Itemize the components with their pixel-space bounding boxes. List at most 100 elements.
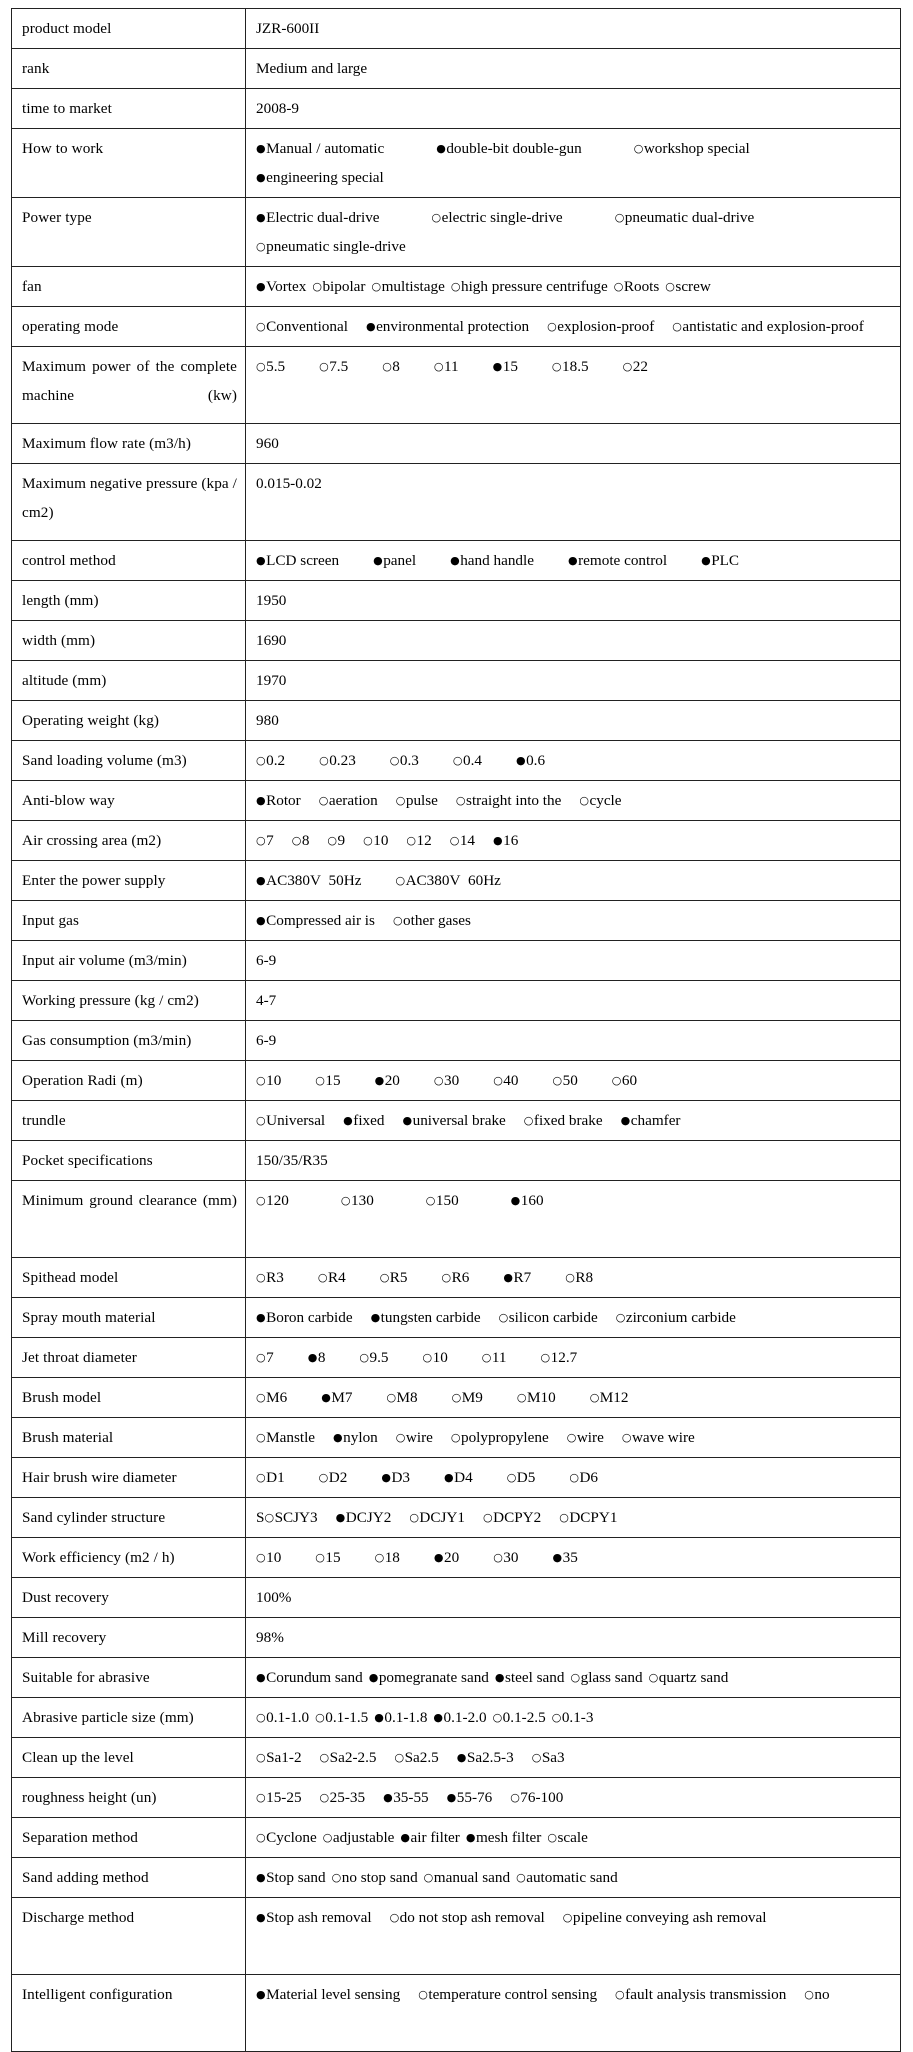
radio-hollow-icon[interactable] xyxy=(256,1711,266,1724)
option-unselected[interactable]: pneumatic dual-drive xyxy=(615,209,755,226)
option-unselected[interactable]: M8 xyxy=(386,1389,417,1406)
radio-filled-icon[interactable] xyxy=(256,1311,266,1324)
option-unselected[interactable]: explosion-proof xyxy=(547,318,654,335)
option-unselected[interactable]: aeration xyxy=(319,792,378,809)
option-selected[interactable]: Manual / automatic xyxy=(256,140,384,157)
option-unselected[interactable]: polypropylene xyxy=(451,1429,549,1446)
radio-hollow-icon[interactable] xyxy=(256,1074,266,1087)
radio-hollow-icon[interactable] xyxy=(315,1074,325,1087)
radio-hollow-icon[interactable] xyxy=(256,1194,266,1207)
option-selected[interactable]: double-bit double-gun xyxy=(436,140,582,157)
radio-hollow-icon[interactable] xyxy=(315,1711,325,1724)
radio-hollow-icon[interactable] xyxy=(450,834,460,847)
radio-hollow-icon[interactable] xyxy=(256,754,266,767)
option-unselected[interactable]: scale xyxy=(547,1829,587,1846)
option-unselected[interactable]: 9 xyxy=(327,832,345,849)
radio-filled-icon[interactable] xyxy=(371,1311,381,1324)
option-unselected[interactable]: zirconium carbide xyxy=(616,1309,736,1326)
option-unselected[interactable]: DCPY1 xyxy=(559,1509,617,1526)
option-unselected[interactable]: 0.4 xyxy=(453,752,482,769)
radio-filled-icon[interactable] xyxy=(256,1871,266,1884)
radio-filled-icon[interactable] xyxy=(256,171,266,184)
option-unselected[interactable]: other gases xyxy=(393,912,471,929)
option-selected[interactable]: pomegranate sand xyxy=(369,1669,489,1686)
radio-filled-icon[interactable] xyxy=(568,554,578,567)
option-selected[interactable]: Rotor xyxy=(256,792,301,809)
option-unselected[interactable]: 12 xyxy=(406,832,431,849)
radio-hollow-icon[interactable] xyxy=(319,754,329,767)
option-unselected[interactable]: 22 xyxy=(623,358,648,375)
radio-hollow-icon[interactable] xyxy=(634,142,644,155)
radio-hollow-icon[interactable] xyxy=(256,240,266,253)
option-unselected[interactable]: straight into the xyxy=(456,792,561,809)
radio-filled-icon[interactable] xyxy=(552,1551,562,1564)
radio-filled-icon[interactable] xyxy=(343,1114,353,1127)
radio-filled-icon[interactable] xyxy=(436,142,446,155)
option-unselected[interactable]: 11 xyxy=(434,358,459,375)
option-unselected[interactable]: Roots xyxy=(614,278,660,295)
radio-hollow-icon[interactable] xyxy=(567,1431,577,1444)
option-unselected[interactable]: Sa1-2 xyxy=(256,1749,302,1766)
radio-hollow-icon[interactable] xyxy=(672,320,682,333)
radio-hollow-icon[interactable] xyxy=(493,1711,503,1724)
option-unselected[interactable]: D6 xyxy=(569,1469,598,1486)
option-unselected[interactable]: 0.3 xyxy=(390,752,419,769)
option-unselected[interactable]: pipeline conveying ash removal xyxy=(563,1909,767,1926)
option-unselected[interactable]: AC380V 60Hz xyxy=(395,872,500,889)
radio-filled-icon[interactable] xyxy=(373,554,383,567)
radio-hollow-icon[interactable] xyxy=(320,1791,330,1804)
radio-filled-icon[interactable] xyxy=(256,794,266,807)
radio-hollow-icon[interactable] xyxy=(371,280,381,293)
radio-hollow-icon[interactable] xyxy=(256,1471,266,1484)
option-unselected[interactable]: R6 xyxy=(442,1269,470,1286)
radio-filled-icon[interactable] xyxy=(701,554,711,567)
radio-hollow-icon[interactable] xyxy=(256,360,266,373)
radio-filled-icon[interactable] xyxy=(336,1511,346,1524)
option-unselected[interactable]: M12 xyxy=(590,1389,629,1406)
radio-filled-icon[interactable] xyxy=(493,834,503,847)
option-unselected[interactable]: R5 xyxy=(380,1269,408,1286)
option-selected[interactable]: steel sand xyxy=(495,1669,565,1686)
option-unselected[interactable]: 11 xyxy=(482,1349,507,1366)
option-selected[interactable]: nylon xyxy=(333,1429,378,1446)
option-selected[interactable]: environmental protection xyxy=(366,318,529,335)
radio-hollow-icon[interactable] xyxy=(616,1311,626,1324)
option-selected[interactable]: 20 xyxy=(375,1072,400,1089)
option-unselected[interactable]: wire xyxy=(396,1429,433,1446)
option-unselected[interactable]: 5.5 xyxy=(256,358,285,375)
option-unselected[interactable]: 0.23 xyxy=(319,752,356,769)
radio-hollow-icon[interactable] xyxy=(570,1671,580,1684)
option-unselected[interactable]: 0.2 xyxy=(256,752,285,769)
radio-hollow-icon[interactable] xyxy=(256,1831,266,1844)
option-unselected[interactable]: no stop sand xyxy=(332,1869,418,1886)
option-selected[interactable]: universal brake xyxy=(402,1112,505,1129)
option-unselected[interactable]: antistatic and explosion-proof xyxy=(672,318,863,335)
radio-hollow-icon[interactable] xyxy=(256,1271,266,1284)
option-unselected[interactable]: 120 xyxy=(256,1192,289,1209)
radio-filled-icon[interactable] xyxy=(400,1831,410,1844)
option-unselected[interactable]: quartz sand xyxy=(649,1669,729,1686)
radio-filled-icon[interactable] xyxy=(256,554,266,567)
radio-hollow-icon[interactable] xyxy=(615,211,625,224)
option-selected[interactable]: D4 xyxy=(444,1469,473,1486)
radio-hollow-icon[interactable] xyxy=(563,1911,573,1924)
option-unselected[interactable]: 60 xyxy=(612,1072,637,1089)
option-unselected[interactable]: cycle xyxy=(579,792,621,809)
radio-hollow-icon[interactable] xyxy=(386,1391,396,1404)
radio-hollow-icon[interactable] xyxy=(375,1551,385,1564)
radio-filled-icon[interactable] xyxy=(256,1988,266,2001)
option-selected[interactable]: 0.6 xyxy=(516,752,545,769)
radio-hollow-icon[interactable] xyxy=(264,1511,274,1524)
option-unselected[interactable]: silicon carbide xyxy=(499,1309,598,1326)
option-selected[interactable]: Electric dual-drive xyxy=(256,209,380,226)
radio-hollow-icon[interactable] xyxy=(452,1391,462,1404)
radio-hollow-icon[interactable] xyxy=(507,1471,517,1484)
radio-hollow-icon[interactable] xyxy=(499,1311,509,1324)
radio-hollow-icon[interactable] xyxy=(256,1351,266,1364)
radio-hollow-icon[interactable] xyxy=(615,1988,625,2001)
radio-hollow-icon[interactable] xyxy=(493,1551,503,1564)
option-unselected[interactable]: 10 xyxy=(363,832,388,849)
radio-hollow-icon[interactable] xyxy=(623,360,633,373)
option-selected[interactable]: 55-76 xyxy=(447,1789,493,1806)
radio-hollow-icon[interactable] xyxy=(393,914,403,927)
